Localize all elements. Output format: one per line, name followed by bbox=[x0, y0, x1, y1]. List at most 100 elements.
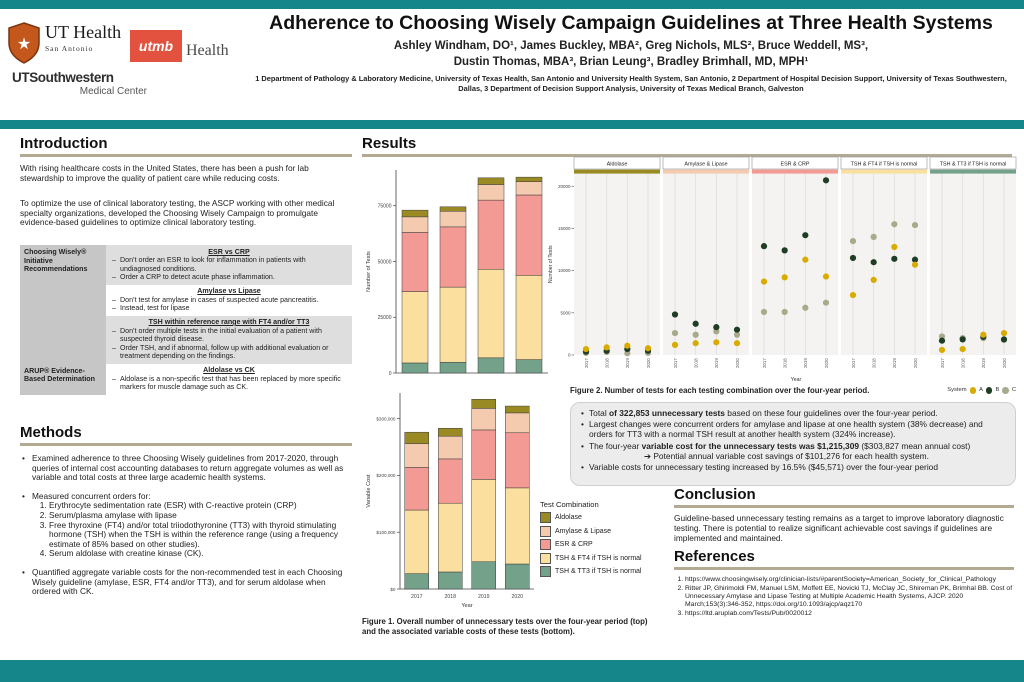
section-title: Conclusion bbox=[674, 486, 756, 503]
bar-segment bbox=[401, 216, 429, 233]
data-point bbox=[911, 256, 919, 263]
facet-color-bar bbox=[663, 169, 749, 174]
bar-segment bbox=[505, 432, 530, 489]
list-item: Order a CRP to detect acute phase inflam… bbox=[112, 273, 347, 282]
svg-text:25000: 25000 bbox=[378, 315, 392, 321]
data-point bbox=[959, 336, 966, 343]
facet-panel bbox=[663, 173, 749, 355]
bar-segment bbox=[515, 359, 543, 374]
data-point bbox=[692, 331, 699, 338]
legend-label: Aldolase bbox=[555, 514, 582, 521]
bar-segment bbox=[471, 398, 496, 409]
test-combination-legend: Test Combination Aldolase Amylase & Lipas… bbox=[540, 500, 665, 580]
svg-text:2020: 2020 bbox=[913, 358, 918, 368]
recommendation-bullets: Aldolase is a non-specific test that has… bbox=[111, 375, 347, 392]
authors-line-1: Ashley Windham, DO¹, James Buckley, MBA²… bbox=[393, 40, 869, 53]
facet-color-bar bbox=[752, 169, 838, 174]
table-row: Choosing Wisely® Initiative Recommendati… bbox=[20, 245, 352, 364]
facet-color-bar bbox=[574, 169, 660, 174]
bar-segment bbox=[404, 443, 429, 468]
data-point bbox=[582, 345, 590, 353]
recommendation-bullets: Don’t order an ESR to look for inflammat… bbox=[111, 256, 347, 282]
svg-text:2017: 2017 bbox=[411, 594, 423, 600]
svg-text:Number of Tests: Number of Tests bbox=[366, 251, 372, 292]
data-point bbox=[760, 308, 768, 316]
utsouthwestern-logo: UTSouthwestern Medical Center bbox=[12, 70, 147, 97]
bar-segment bbox=[438, 502, 463, 573]
data-point bbox=[891, 243, 898, 251]
results-bullet: Variable costs for unnecessary testing i… bbox=[581, 462, 1005, 473]
bar-segment bbox=[439, 226, 467, 288]
section-rule bbox=[20, 443, 352, 446]
data-point bbox=[760, 278, 768, 285]
bar-segment bbox=[515, 275, 543, 360]
legend-title: Test Combination bbox=[540, 500, 599, 509]
data-point bbox=[870, 276, 877, 284]
bar-segment bbox=[439, 206, 467, 212]
svg-text:2018: 2018 bbox=[960, 358, 965, 368]
list-item: Serum aldolase with creatine kinase (CK)… bbox=[49, 549, 352, 559]
reference-item: Ritter JP, Ghirimoldi FM, Manuel LSM, Mo… bbox=[685, 585, 1018, 609]
conclusion-text: Guideline-based unnecessary testing rema… bbox=[674, 513, 1004, 543]
legend-label: TSH & FT4 if TSH is normal bbox=[555, 554, 642, 562]
figure1-caption: Figure 1. Overall number of unnecessary … bbox=[362, 617, 648, 636]
system-legend: System A B C bbox=[947, 387, 1016, 394]
data-point bbox=[891, 255, 898, 262]
top-teal-bar bbox=[0, 0, 1024, 9]
figure2-caption: Figure 2. Number of tests for each testi… bbox=[570, 386, 870, 395]
system-legend-label: C bbox=[1011, 387, 1016, 394]
bar-segment bbox=[515, 194, 543, 276]
svg-text:ESR & CRP: ESR & CRP bbox=[780, 161, 809, 167]
data-point bbox=[733, 331, 741, 338]
data-point bbox=[822, 177, 830, 184]
poster-title: Adherence to Choosing Wisely Campaign Gu… bbox=[269, 12, 993, 34]
svg-text:$200,000: $200,000 bbox=[376, 473, 396, 478]
section-rule bbox=[20, 154, 352, 157]
svg-text:10000: 10000 bbox=[558, 268, 571, 273]
table-label-choosing-wisely: Choosing Wisely® Initiative Recommendati… bbox=[20, 245, 106, 364]
bar-segment bbox=[401, 209, 429, 218]
svg-text:★: ★ bbox=[17, 36, 31, 53]
svg-text:2019: 2019 bbox=[803, 358, 808, 368]
results-sub-bullet: ➔ Potential annual variable cost savings… bbox=[644, 450, 929, 461]
svg-text:2019: 2019 bbox=[478, 594, 490, 600]
results-summary-list: Total of 322,853 unnecessary tests based… bbox=[579, 408, 1005, 473]
bar-segment bbox=[477, 357, 505, 374]
svg-text:2019: 2019 bbox=[625, 358, 630, 368]
svg-text:0: 0 bbox=[568, 353, 571, 358]
data-point bbox=[760, 243, 768, 250]
facet-panel bbox=[574, 173, 660, 355]
svg-text:TSH & FT4 if TSH is normal: TSH & FT4 if TSH is normal bbox=[851, 161, 918, 167]
data-point bbox=[671, 311, 679, 318]
data-point bbox=[624, 342, 631, 349]
recommendation-title: Aldolase vs CK bbox=[203, 366, 255, 374]
list-item: Free thyroxine (FT4) and/or total triiod… bbox=[49, 520, 352, 550]
results-bullet: The four-year variable cost for the unne… bbox=[581, 441, 1005, 462]
data-point bbox=[980, 331, 987, 338]
svg-text:15000: 15000 bbox=[558, 226, 571, 231]
svg-text:$300,000: $300,000 bbox=[376, 416, 396, 421]
references-list: https://www.choosingwisely.org/clinician… bbox=[674, 576, 1018, 619]
data-point bbox=[603, 344, 610, 351]
affiliations: 1 Department of Pathology & Laboratory M… bbox=[255, 74, 1007, 93]
bar-segment bbox=[505, 412, 530, 434]
data-point bbox=[802, 232, 809, 239]
facet-color-bar bbox=[930, 169, 1016, 174]
bar-segment bbox=[438, 571, 463, 590]
svg-text:2020: 2020 bbox=[824, 358, 829, 368]
section-title: Introduction bbox=[20, 135, 108, 152]
svg-text:2020: 2020 bbox=[511, 594, 523, 600]
legend-swatch bbox=[540, 525, 551, 537]
list-item: Erythrocyte sedimentation rate (ESR) wit… bbox=[49, 501, 352, 511]
recommendation-title: ESR vs CRP bbox=[208, 247, 250, 256]
svg-text:2018: 2018 bbox=[604, 358, 609, 368]
data-point bbox=[781, 308, 788, 316]
bar-segment bbox=[404, 509, 429, 574]
system-legend-label: B bbox=[995, 387, 1000, 394]
data-point bbox=[671, 341, 679, 348]
data-point bbox=[822, 299, 830, 306]
svg-text:2018: 2018 bbox=[871, 358, 876, 368]
header-divider-bar bbox=[0, 120, 1024, 129]
svg-text:Number of Tests: Number of Tests bbox=[548, 245, 554, 283]
stacked-bar-number-of-tests: 0 25000 50000 75000 Number of Tests bbox=[366, 170, 548, 377]
